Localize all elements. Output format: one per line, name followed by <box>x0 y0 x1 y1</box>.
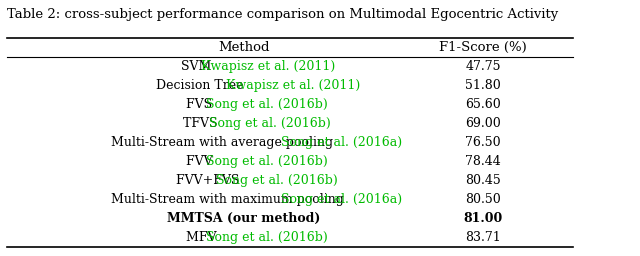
Text: 80.50: 80.50 <box>465 193 501 206</box>
Text: Song et al. (2016b): Song et al. (2016b) <box>206 231 328 244</box>
Text: 78.44: 78.44 <box>465 155 501 168</box>
Text: FVV: FVV <box>186 155 216 168</box>
Text: Kwapisz et al. (2011): Kwapisz et al. (2011) <box>201 60 335 73</box>
Text: 65.60: 65.60 <box>465 98 501 111</box>
Text: FVV+FVS: FVV+FVS <box>176 174 243 187</box>
Text: Song et al. (2016b): Song et al. (2016b) <box>206 98 328 111</box>
Text: Decision Tree: Decision Tree <box>156 79 248 92</box>
Text: Multi-Stream with average pooling: Multi-Stream with average pooling <box>111 136 337 149</box>
Text: Song et al. (2016b): Song et al. (2016b) <box>216 174 338 187</box>
Text: FVS: FVS <box>186 98 216 111</box>
Text: 51.80: 51.80 <box>465 79 501 92</box>
Text: Song et al. (2016a): Song et al. (2016a) <box>282 193 403 206</box>
Text: Kwapisz et al. (2011): Kwapisz et al. (2011) <box>226 79 360 92</box>
Text: MFV: MFV <box>186 231 221 244</box>
Text: Table 2: cross-subject performance comparison on Multimodal Egocentric Activity: Table 2: cross-subject performance compa… <box>7 8 559 21</box>
Text: TFVS: TFVS <box>184 117 222 130</box>
Text: 69.00: 69.00 <box>465 117 501 130</box>
Text: Method: Method <box>218 41 269 54</box>
Text: 81.00: 81.00 <box>463 212 503 225</box>
Text: MMTSA (our method): MMTSA (our method) <box>167 212 321 225</box>
Text: F1-Score (%): F1-Score (%) <box>439 41 527 54</box>
Text: Song et al. (2016b): Song et al. (2016b) <box>209 117 330 130</box>
Text: 76.50: 76.50 <box>465 136 501 149</box>
Text: Song et al. (2016b): Song et al. (2016b) <box>206 155 328 168</box>
Text: Song et al. (2016a): Song et al. (2016a) <box>282 136 403 149</box>
Text: 47.75: 47.75 <box>465 60 501 73</box>
Text: 80.45: 80.45 <box>465 174 501 187</box>
Text: 83.71: 83.71 <box>465 231 501 244</box>
Text: Multi-Stream with maximum pooling: Multi-Stream with maximum pooling <box>111 193 348 206</box>
Text: SVM: SVM <box>181 60 215 73</box>
